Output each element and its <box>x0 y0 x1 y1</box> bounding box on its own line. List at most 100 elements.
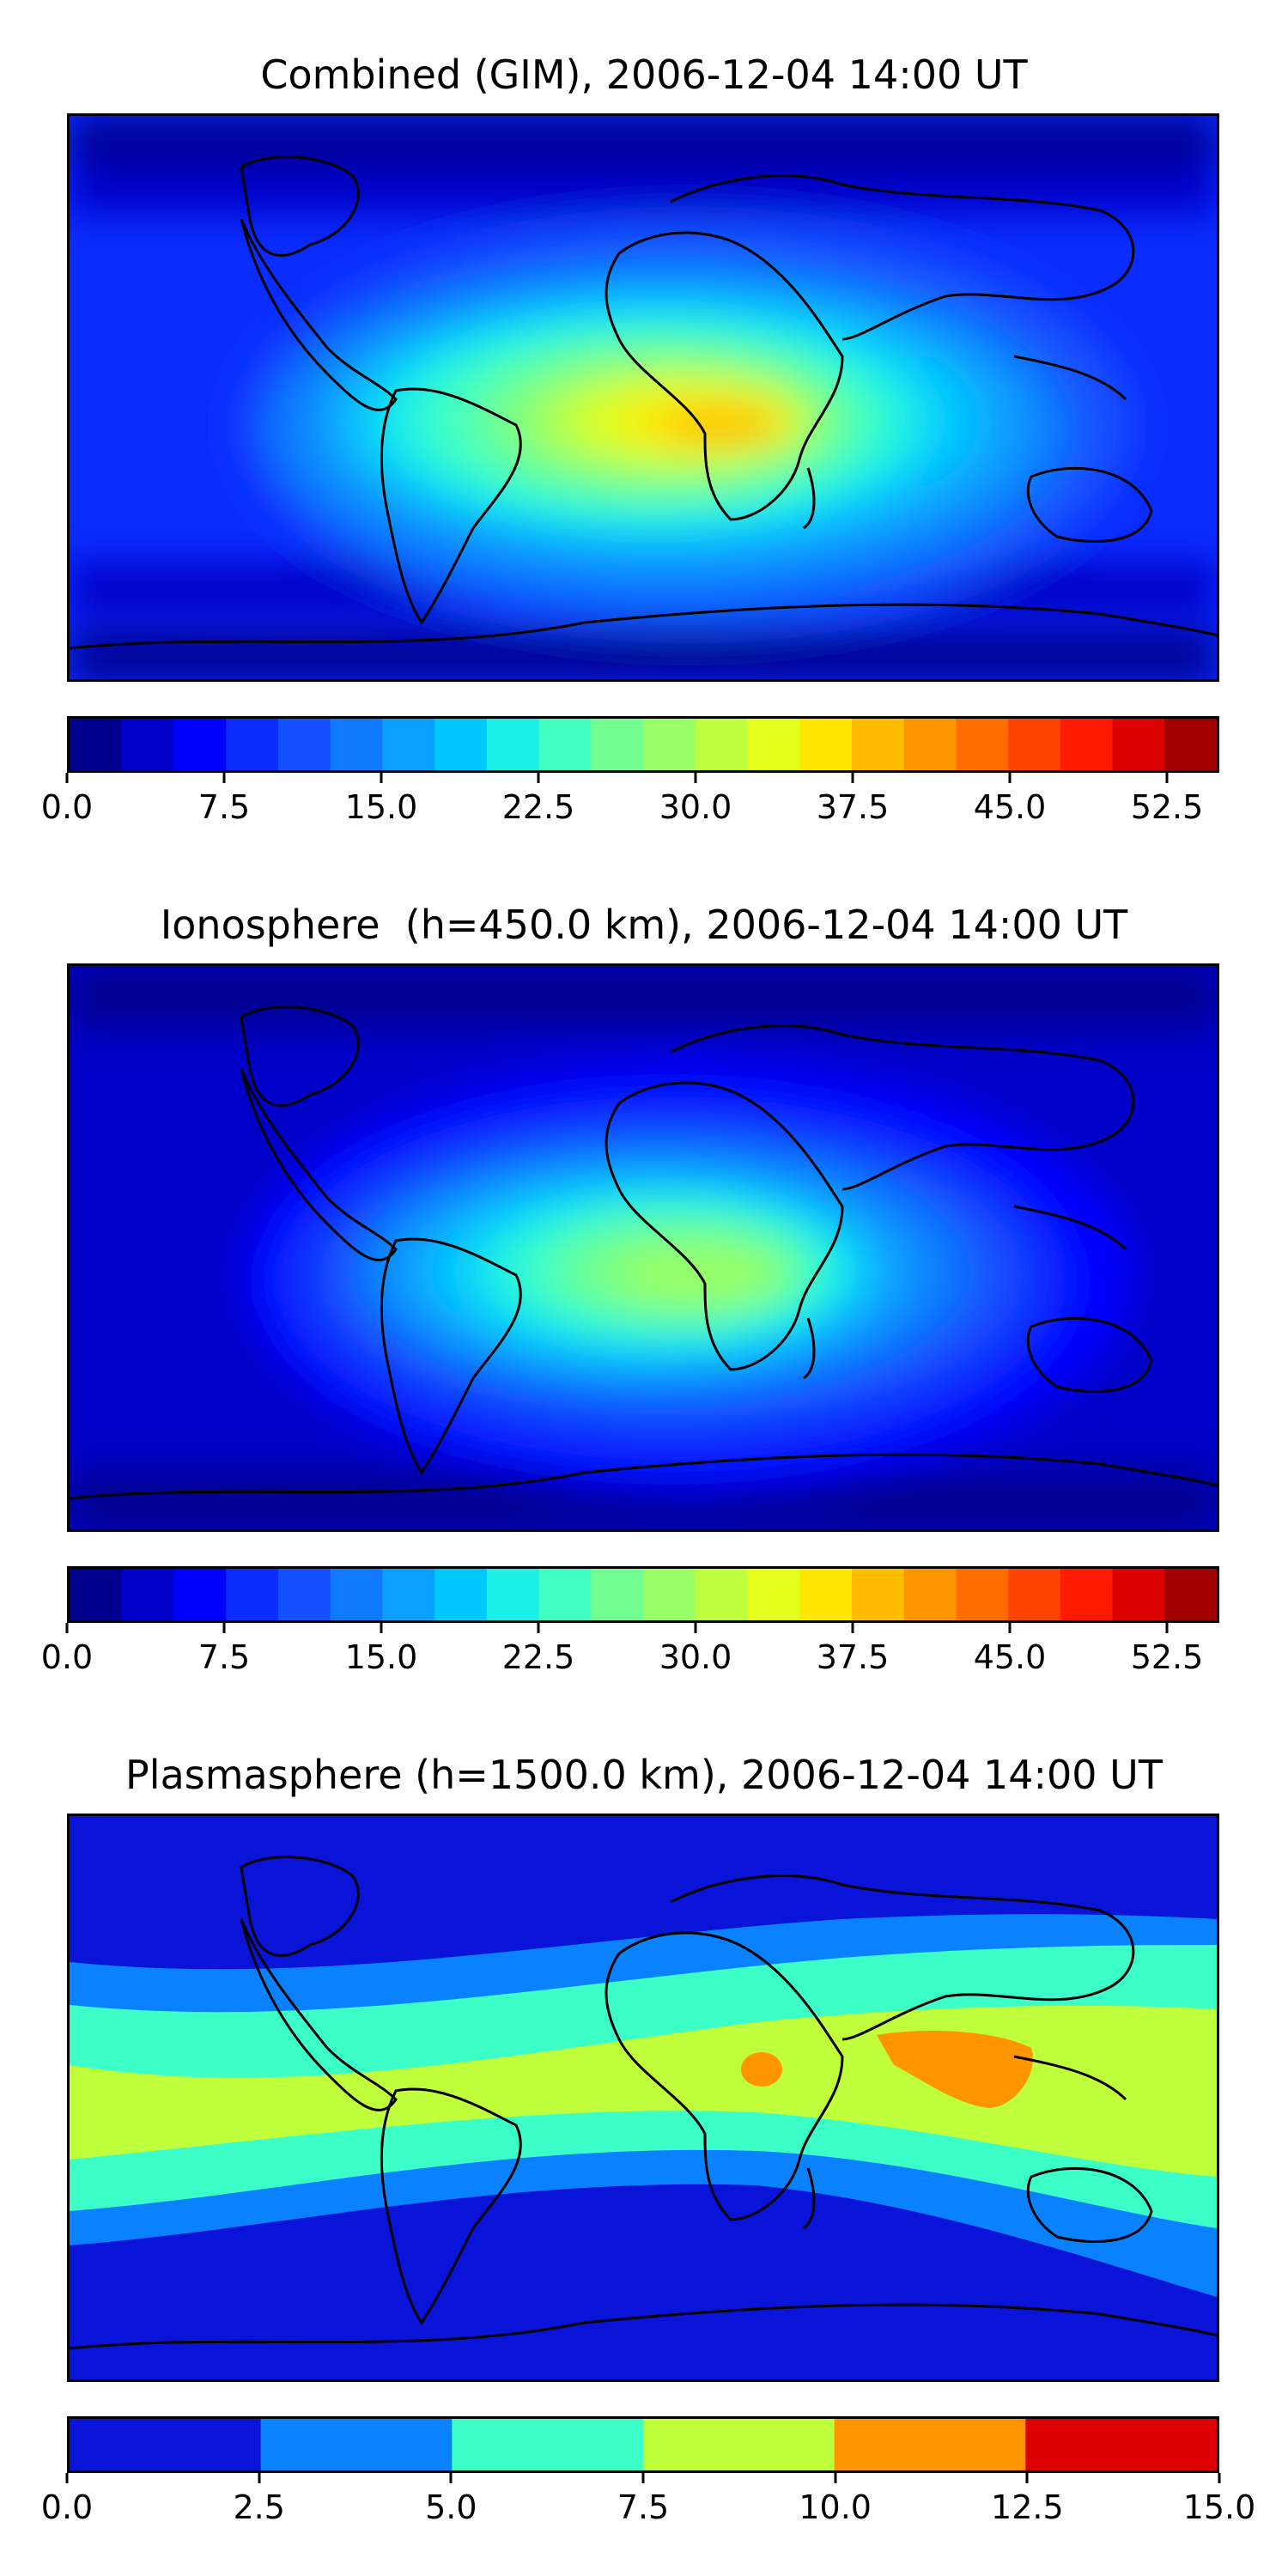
colorbar-swatch <box>121 1569 175 1620</box>
colorbar-tick-label: 7.5 <box>617 2488 670 2526</box>
colorbar-tick-mark <box>537 1623 540 1633</box>
colorbar-tick-label: 12.5 <box>991 2488 1064 2526</box>
colorbar-tick-mark <box>1008 773 1012 783</box>
tec-field <box>70 1914 1217 2297</box>
colorbar-tick-mark <box>1008 1623 1012 1633</box>
colorbar-swatch <box>226 719 279 770</box>
coastlines <box>70 1005 1217 1500</box>
colorbar-swatch <box>70 2419 262 2470</box>
colorbar-tick-label: 15.0 <box>1182 2488 1256 2526</box>
chart-title-combined: Combined (GIM), 2006-12-04 14:00 UT <box>260 52 1028 98</box>
colorbar-tick-label: 15.0 <box>344 1638 418 1676</box>
colorbar-swatch <box>799 1569 853 1620</box>
colorbar-swatch <box>956 1569 1009 1620</box>
colorbar-tick-mark <box>1165 773 1169 783</box>
colorbar-tick-label: 37.5 <box>816 788 890 826</box>
colorbar-swatch <box>747 719 800 770</box>
colorbar-tick-mark <box>1165 1623 1169 1633</box>
colorbar-tick-label: 0.0 <box>40 788 94 826</box>
colorbar-swatch <box>434 1569 488 1620</box>
colorbar-swatch <box>851 1569 905 1620</box>
colorbar-tick-label: 52.5 <box>1130 1638 1204 1676</box>
colorbar-swatch <box>643 1569 696 1620</box>
colorbar-tick-mark <box>258 2473 261 2483</box>
colorbar-swatch <box>799 719 853 770</box>
colorbar-swatch <box>277 1569 331 1620</box>
colorbar-tick-label: 0.0 <box>40 2488 94 2526</box>
colorbar-swatch <box>1008 1569 1061 1620</box>
colorbar-swatch <box>452 2419 644 2470</box>
map-svg-combined <box>70 116 1217 679</box>
colorbar-tick-mark <box>851 1623 854 1633</box>
colorbar-swatch <box>1008 719 1061 770</box>
colorbar-swatch <box>486 1569 540 1620</box>
colorbar-swatch <box>591 1569 644 1620</box>
colorbar-tick-mark <box>694 1623 697 1633</box>
colorbar-tick-mark <box>449 2473 453 2483</box>
colorbar-ionosphere <box>67 1566 1219 1623</box>
colorbar-swatch <box>851 719 905 770</box>
colorbar-swatch <box>1060 1569 1114 1620</box>
colorbar-swatch <box>538 1569 592 1620</box>
colorbar-swatch <box>330 719 383 770</box>
colorbar-swatch <box>643 2419 835 2470</box>
colorbar-swatch <box>747 1569 800 1620</box>
colorbar-swatch <box>330 1569 383 1620</box>
colorbar-tick-mark <box>65 773 69 783</box>
colorbar-tick-mark <box>834 2473 837 2483</box>
tec-map-ionosphere <box>67 963 1219 1532</box>
colorbar-swatch <box>486 719 540 770</box>
colorbar-tick-label: 22.5 <box>501 788 575 826</box>
colorbar-ticks-plasmasphere: 0.0 2.5 5.0 7.5 10.0 12.5 15.0 <box>41 2473 1255 2526</box>
colorbar-tick-mark <box>641 2473 645 2483</box>
colorbar-tick-mark <box>1218 2473 1221 2483</box>
colorbar-tick-label: 52.5 <box>1130 788 1204 826</box>
colorbar-tick-mark <box>380 773 383 783</box>
tec-map-plasmasphere <box>67 1814 1219 2382</box>
colorbar-swatch <box>1112 719 1165 770</box>
colorbar-swatch <box>277 719 331 770</box>
colorbar-swatch <box>173 1569 227 1620</box>
colorbar-tick-label: 45.0 <box>973 788 1047 826</box>
colorbar-tick-label: 30.0 <box>659 1638 732 1676</box>
colorbar-swatch <box>591 719 644 770</box>
colorbar-svg-ionosphere <box>70 1569 1217 1620</box>
map-svg-plasmasphere <box>70 1816 1217 2379</box>
colorbar-swatch <box>903 719 957 770</box>
chart-title-plasmasphere: Plasmasphere (h=1500.0 km), 2006-12-04 1… <box>125 1752 1163 1798</box>
colorbar-tick-label: 30.0 <box>659 788 732 826</box>
colorbar-swatch <box>1164 719 1217 770</box>
colorbar-plasmasphere <box>67 2416 1219 2473</box>
colorbar-swatch <box>70 1569 123 1620</box>
coastlines <box>70 1856 1217 2350</box>
colorbar-tick-mark <box>694 773 697 783</box>
colorbar-tick-label: 5.0 <box>425 2488 477 2526</box>
colorbar-swatch <box>695 1569 749 1620</box>
chart-title-ionosphere: Ionosphere (h=450.0 km), 2006-12-04 14:0… <box>160 902 1128 948</box>
colorbar-swatch <box>695 719 749 770</box>
colorbar-tick-mark <box>851 773 854 783</box>
colorbar-svg-combined <box>70 719 1217 770</box>
colorbar-tick-label: 45.0 <box>973 1638 1047 1676</box>
tec-field <box>70 116 1217 679</box>
colorbar-swatch <box>382 1569 435 1620</box>
colorbar-tick-label: 7.5 <box>197 1638 251 1676</box>
colorbar-ticks-combined: 0.0 7.5 15.0 22.5 30.0 37.5 45.0 52.5 <box>41 773 1219 826</box>
colorbar-swatch <box>643 719 696 770</box>
colorbar-swatch <box>70 719 123 770</box>
colorbar-tick-mark <box>1025 2473 1029 2483</box>
colorbar-tick-label: 37.5 <box>816 1638 890 1676</box>
colorbar-swatch <box>173 719 227 770</box>
colorbar-swatch <box>956 719 1009 770</box>
colorbar-tick-label: 2.5 <box>233 2488 285 2526</box>
colorbar-tick-label: 10.0 <box>799 2488 872 2526</box>
colorbar-swatch <box>538 719 592 770</box>
colorbar-tick-mark <box>65 1623 69 1633</box>
colorbar-swatch <box>382 719 435 770</box>
colorbar-swatch <box>1164 1569 1217 1620</box>
colorbar-swatch <box>903 1569 957 1620</box>
colorbar-swatch <box>1112 1569 1165 1620</box>
colorbar-svg-plasmasphere <box>70 2419 1217 2470</box>
colorbar-tick-mark <box>380 1623 383 1633</box>
colorbar-tick-label: 22.5 <box>501 1638 575 1676</box>
